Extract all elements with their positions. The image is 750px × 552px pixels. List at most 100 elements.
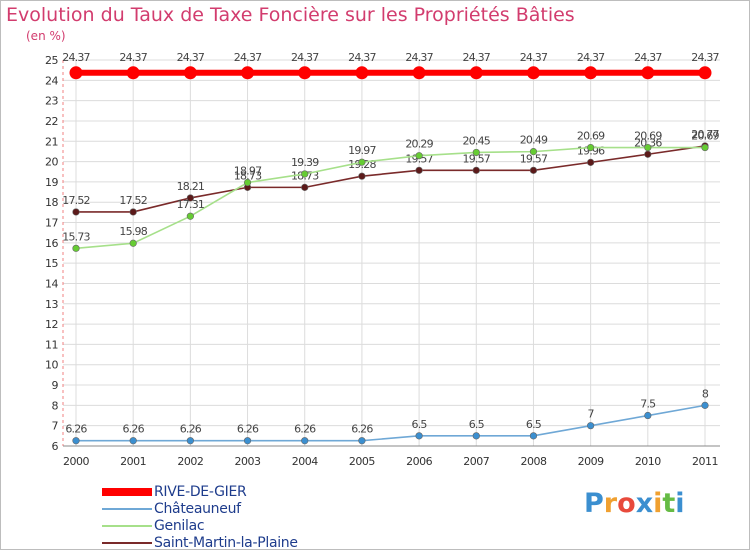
data-label: 19.57 bbox=[463, 152, 491, 165]
data-point bbox=[72, 437, 80, 445]
y-tick-label: 18 bbox=[45, 196, 58, 209]
data-point bbox=[358, 437, 366, 445]
y-tick-label: 22 bbox=[45, 115, 58, 128]
data-point bbox=[641, 66, 655, 80]
data-point bbox=[472, 148, 480, 157]
data-label: 20.69 bbox=[577, 130, 605, 143]
data-label: 20.69 bbox=[634, 130, 662, 143]
x-tick-label: 2006 bbox=[406, 455, 432, 468]
x-tick-label: 2007 bbox=[463, 455, 489, 468]
data-label: 6.26 bbox=[180, 423, 202, 436]
y-tick-label: 15 bbox=[45, 257, 58, 270]
data-point bbox=[529, 432, 538, 440]
data-label: 6.5 bbox=[469, 418, 485, 431]
x-tick-label: 2004 bbox=[292, 455, 318, 468]
proxiti-logo: Proxiti bbox=[584, 488, 685, 519]
x-tick-label: 2011 bbox=[692, 455, 718, 468]
data-point bbox=[701, 143, 709, 152]
x-tick-label: 2003 bbox=[235, 455, 261, 468]
data-point bbox=[358, 158, 366, 166]
data-point bbox=[469, 66, 483, 80]
y-tick-label: 6 bbox=[52, 440, 59, 453]
data-label: 24.37 bbox=[62, 51, 90, 64]
data-label: 6.5 bbox=[526, 418, 542, 431]
x-tick-label: 2008 bbox=[520, 455, 546, 468]
chart-title: Evolution du Taux de Taxe Foncière sur l… bbox=[6, 4, 575, 26]
data-label: 24.37 bbox=[634, 51, 662, 64]
logo-letter: x bbox=[635, 488, 654, 519]
logo-letter: t bbox=[662, 488, 676, 519]
data-label: 15.98 bbox=[119, 225, 147, 238]
y-tick-label: 14 bbox=[45, 277, 58, 290]
data-point bbox=[415, 152, 423, 160]
data-point bbox=[129, 437, 137, 445]
data-label: 20.36 bbox=[634, 136, 662, 149]
data-point bbox=[186, 194, 194, 202]
legend-label: Châteauneuf bbox=[154, 501, 241, 517]
data-label: 24.37 bbox=[291, 51, 319, 64]
data-label: 24.37 bbox=[463, 51, 491, 64]
data-label: 7 bbox=[588, 408, 595, 421]
data-label: 24.37 bbox=[405, 51, 433, 64]
series-line-1 bbox=[76, 404, 706, 442]
y-tick-label: 23 bbox=[45, 95, 58, 108]
data-label: 6.26 bbox=[351, 423, 373, 436]
data-label: 18.97 bbox=[234, 165, 262, 178]
data-point bbox=[472, 432, 480, 440]
data-point bbox=[701, 401, 709, 409]
y-tick-label: 17 bbox=[45, 217, 58, 230]
data-label: 20.77 bbox=[691, 128, 719, 141]
data-label: 17.52 bbox=[62, 194, 90, 207]
y-tick-label: 13 bbox=[45, 298, 58, 311]
data-point bbox=[186, 437, 194, 445]
legend-swatch bbox=[102, 508, 152, 510]
y-tick-label: 25 bbox=[45, 54, 58, 67]
legend-label: Saint-Martin-la-Plaine bbox=[154, 535, 298, 551]
data-point bbox=[415, 166, 423, 174]
data-label: 24.37 bbox=[348, 51, 376, 64]
data-point bbox=[587, 143, 595, 152]
x-tick-label: 2005 bbox=[349, 455, 375, 468]
data-point bbox=[526, 66, 540, 80]
data-point bbox=[584, 66, 598, 80]
data-point bbox=[243, 437, 252, 445]
y-tick-label: 19 bbox=[45, 176, 58, 189]
data-point bbox=[644, 411, 652, 420]
data-point bbox=[72, 244, 80, 252]
data-point bbox=[186, 212, 194, 220]
data-label: 6.26 bbox=[65, 423, 87, 436]
data-label: 19.39 bbox=[291, 156, 319, 169]
logo-letter: P bbox=[584, 488, 604, 519]
data-point bbox=[644, 143, 652, 152]
data-point bbox=[472, 166, 480, 174]
legend-label: RIVE-DE-GIER bbox=[154, 484, 247, 500]
data-point bbox=[644, 150, 652, 158]
data-point bbox=[301, 437, 309, 445]
data-point bbox=[69, 66, 83, 80]
data-point bbox=[129, 239, 137, 247]
data-label: 18.21 bbox=[177, 180, 205, 193]
data-point bbox=[241, 66, 255, 80]
data-point bbox=[529, 148, 538, 156]
logo-letter: i bbox=[653, 488, 663, 519]
plot-area bbox=[63, 60, 720, 446]
y-tick-label: 10 bbox=[45, 359, 58, 372]
data-point bbox=[126, 66, 140, 80]
data-point bbox=[355, 66, 369, 80]
series-line-3 bbox=[76, 145, 706, 213]
data-point bbox=[698, 66, 712, 80]
y-tick-label: 24 bbox=[45, 74, 58, 87]
legend-swatch bbox=[102, 488, 152, 496]
data-label: 24.37 bbox=[691, 51, 719, 64]
y-axis-unit-label: (en %) bbox=[26, 29, 66, 43]
legend-swatch bbox=[102, 525, 152, 527]
data-label: 24.37 bbox=[177, 51, 205, 64]
data-point bbox=[587, 422, 595, 430]
data-point bbox=[358, 172, 366, 180]
data-label: 20.69 bbox=[691, 130, 719, 143]
data-label: 24.37 bbox=[577, 51, 605, 64]
data-point bbox=[415, 432, 423, 440]
data-point bbox=[129, 208, 137, 216]
y-tick-label: 11 bbox=[45, 338, 58, 351]
